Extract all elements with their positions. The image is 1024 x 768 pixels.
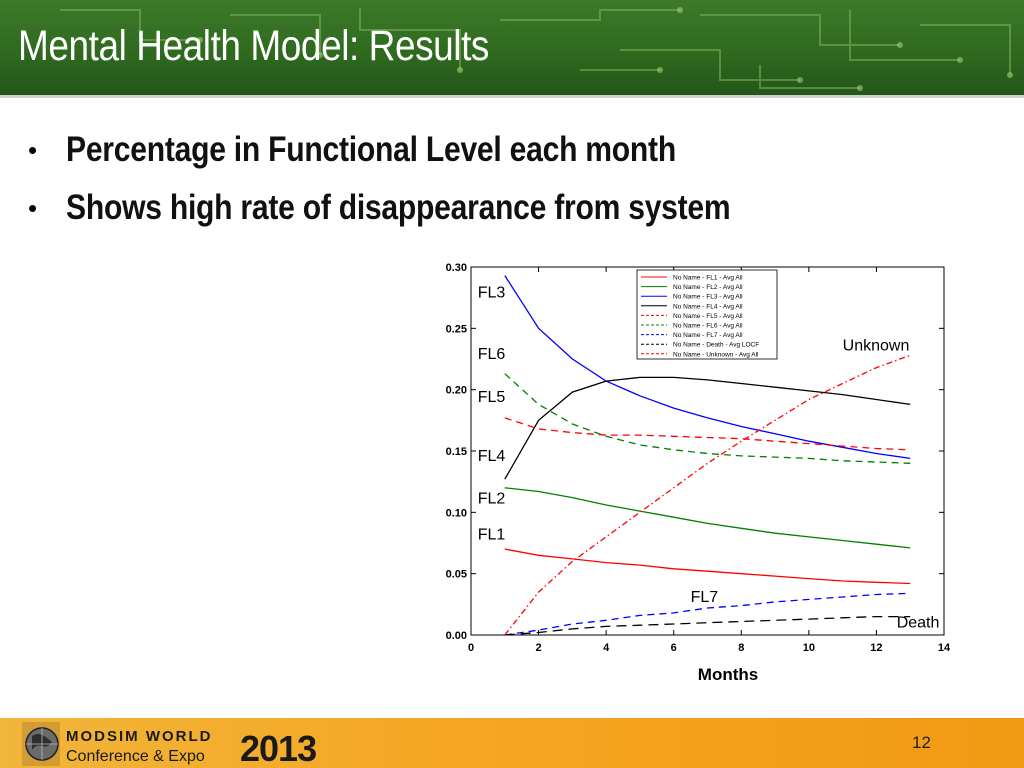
- y-tick-label: 0.25: [446, 323, 467, 335]
- annotation-fl4: FL4: [478, 448, 506, 465]
- x-tick-label: 0: [468, 642, 474, 654]
- series-line-fl7: [504, 592, 911, 636]
- bullet-item: • Percentage in Functional Level each mo…: [24, 128, 839, 186]
- x-tick-label: 6: [671, 642, 677, 654]
- legend-entry: No Name - FL1 - Avg All: [673, 275, 743, 282]
- legend-entry: No Name - FL4 - Avg All: [673, 303, 743, 310]
- y-tick-label: 0.00: [446, 630, 467, 642]
- bullet-text: Shows high rate of disappearance from sy…: [66, 188, 731, 227]
- legend-entry: No Name - FL3 - Avg All: [673, 294, 743, 301]
- legend-entry: No Name - FL2 - Avg All: [673, 284, 743, 291]
- globe-icon: [25, 727, 59, 761]
- legend-entry: No Name - Unknown - Avg All: [673, 351, 759, 358]
- series-line-death: [504, 615, 911, 636]
- x-tick-label: 14: [938, 642, 951, 654]
- footer-bar: [0, 718, 1024, 768]
- page-number: 12: [912, 733, 931, 752]
- legend-entry: No Name - Death - Avg LOCF: [673, 342, 759, 349]
- logo-line1: MODSIM WORLD: [66, 728, 212, 745]
- x-tick-label: 8: [738, 642, 744, 654]
- y-tick-label: 0.30: [446, 262, 467, 274]
- x-axis-label: Months: [698, 665, 758, 684]
- logo-line2: Conference & Expo: [66, 748, 205, 765]
- slide-title: Mental Health Model: Results: [18, 22, 489, 70]
- y-tick-label: 0.20: [446, 385, 467, 397]
- annotation-fl6: FL6: [478, 346, 506, 363]
- series-line-unknown: [504, 354, 911, 636]
- x-axis: 0 2 4 6 8 10 12 14: [468, 267, 951, 654]
- title-banner: Mental Health Model: Results: [0, 0, 1024, 98]
- series-line-fl6: [504, 373, 911, 464]
- annotation-fl7: FL7: [691, 589, 719, 606]
- annotation-fl3: FL3: [478, 285, 506, 302]
- legend-entry: No Name - FL6 - Avg All: [673, 323, 743, 330]
- annotations: FL3 FL6 FL5 FL4 FL2 FL1 FL7 Death Unknown: [478, 285, 940, 632]
- y-tick-label: 0.15: [446, 446, 467, 458]
- x-tick-label: 12: [870, 642, 882, 654]
- annotation-fl2: FL2: [478, 491, 506, 508]
- series-lines: [504, 275, 911, 636]
- y-tick-label: 0.05: [446, 569, 467, 581]
- annotation-death: Death: [897, 615, 940, 632]
- legend-entry: No Name - FL5 - Avg All: [673, 313, 743, 320]
- series-line-fl3: [504, 275, 911, 460]
- series-line-fl1: [504, 548, 911, 585]
- annotation-unknown: Unknown: [843, 337, 910, 354]
- x-tick-label: 2: [536, 642, 542, 654]
- legend-entry: No Name - FL7 - Avg All: [673, 332, 743, 339]
- y-axis: 0.00 0.05 0.10 0.15 0.20 0.25 0.30: [446, 262, 944, 642]
- y-tick-label: 0.10: [446, 507, 467, 519]
- bullet-text: Percentage in Functional Level each mont…: [66, 130, 676, 169]
- bullet-item: • Shows high rate of disappearance from …: [24, 186, 839, 244]
- annotation-fl1: FL1: [478, 526, 506, 543]
- bullet-dot-icon: •: [28, 193, 38, 223]
- series-line-fl2: [504, 487, 911, 549]
- x-tick-label: 4: [603, 642, 610, 654]
- bullet-dot-icon: •: [28, 135, 38, 165]
- annotation-fl5: FL5: [478, 389, 506, 406]
- bullet-list: • Percentage in Functional Level each mo…: [24, 128, 839, 244]
- line-chart: 0 2 4 6 8 10 12 14 0.00 0.05 0.10 0.15 0.20 0.25 0.30…: [446, 262, 951, 684]
- logo-year: 2013: [240, 728, 316, 766]
- x-tick-label: 10: [803, 642, 815, 654]
- legend-box: [636, 269, 778, 360]
- series-line-fl4: [504, 376, 911, 480]
- series-line-fl5: [504, 417, 911, 451]
- legend: No Name - FL1 - Avg All No Name - FL2 - A…: [636, 269, 778, 360]
- modsim-world-logo: MODSIM WORLD Conference & Expo 2013: [22, 722, 317, 766]
- circuit-board-pattern: [60, 7, 1013, 91]
